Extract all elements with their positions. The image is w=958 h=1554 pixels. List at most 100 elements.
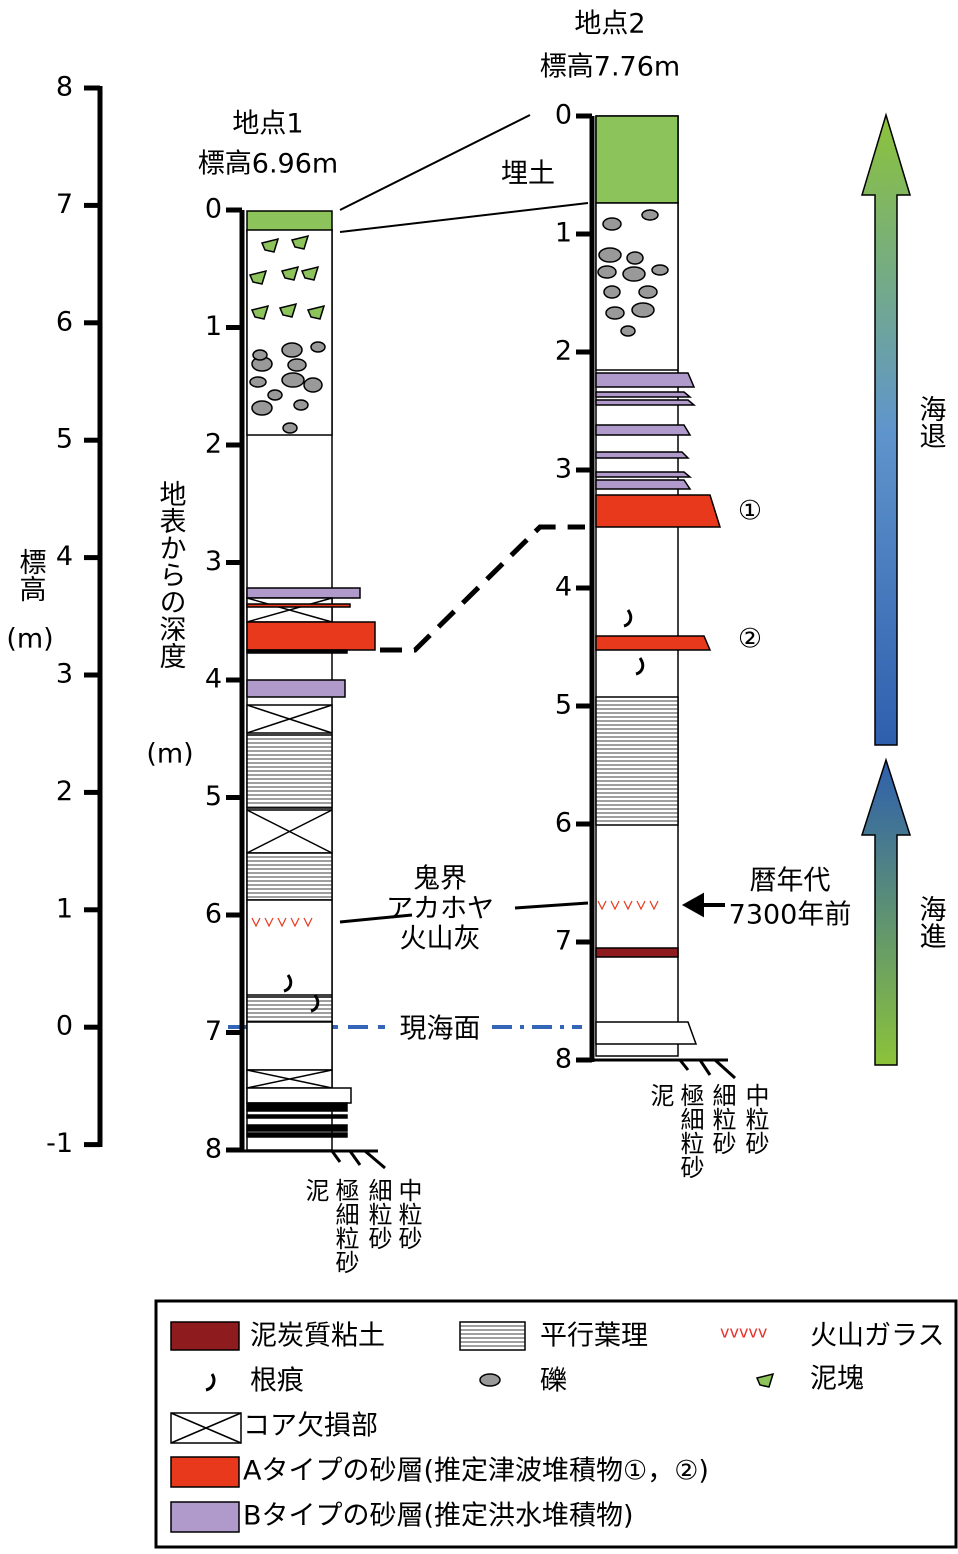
grain-size-label: 中粒砂 [394,1178,422,1250]
legend-swatch [171,1502,239,1532]
legend-label: 泥炭質粘土 [250,1321,385,1352]
tick-label: 8 [205,1134,222,1165]
tick-label: 3 [205,546,222,577]
legend-symbol: vvvvv [720,1323,767,1342]
sand-layer [596,373,694,387]
layer [247,1022,332,1070]
gravel [288,359,306,371]
site2-title: 地点2 [574,9,645,40]
tick-label: 0 [555,100,572,131]
gravel [304,378,322,392]
site1-elevation: 標高6.96m [198,149,338,180]
sea-level-label: 現海面 [400,1014,481,1045]
tick-label: 5 [205,781,222,812]
gravel [632,303,654,317]
grain-size-label: 細粒砂 [364,1178,392,1250]
tick-label: 0 [56,1011,73,1042]
regression-arrow [862,115,910,745]
gravel [480,1374,500,1386]
fill-layer [596,116,678,203]
legend-label: 平行葉理 [540,1321,648,1352]
gravel [283,423,297,433]
layer [247,680,345,697]
tick-label: 0 [205,194,222,225]
peat-layer [247,1125,347,1131]
peat-layer [247,1133,347,1137]
legend-label: Aタイプの砂層(推定津波堆積物①，②) [243,1456,709,1487]
peat-layer [247,1103,347,1111]
tsunami-marker: ① [738,496,762,527]
depth-label: 地表からの深度 [155,480,187,669]
gravel [268,390,282,400]
sand-layer [596,636,710,650]
gravel [603,218,621,230]
gravel [623,267,645,281]
gravel [598,266,616,278]
tick-label: 7 [56,189,73,220]
sand-layer [596,495,720,527]
grain-scale [576,1060,735,1078]
legend-label: 火山ガラス [810,1321,944,1352]
tsunami-marker: ② [738,624,762,655]
ash-label: 火山灰 [400,924,481,955]
tick-label: 2 [555,336,572,367]
sand-layer [596,1022,696,1044]
sand-layer [596,392,690,397]
peat-layer [247,1115,347,1118]
gravel [642,210,658,220]
gravel [294,400,308,410]
grain-size-label: 泥 [301,1178,329,1202]
gravel [627,252,643,264]
layer [247,650,347,653]
tick-label: 4 [56,541,73,572]
legend-swatch [171,1457,239,1487]
legend-label: 泥塊 [810,1364,864,1395]
tick-label: 4 [555,572,572,603]
gravel [652,265,668,275]
age-label: 7300年前 [729,900,852,931]
tick-label: 2 [205,429,222,460]
gravel [639,286,657,298]
legend-label: 根痕 [250,1366,304,1397]
figure: 地点1 標高6.96m 地点2 標高7.76m 標高 (m) 地表からの深度 (… [0,0,958,1550]
gravel [599,248,621,262]
grain-size-label: 極細粒砂 [331,1178,359,1274]
lamination [247,735,332,808]
tick-label: 8 [56,72,73,103]
gravel [282,373,304,387]
connector [515,903,588,908]
ash-label: アカホヤ [386,894,494,925]
grain-size-label: 細粒砂 [708,1083,736,1155]
peat-layer [596,948,678,957]
site1-title: 地点1 [232,109,303,140]
sand-layer [596,425,690,435]
depth-unit: (m) [146,739,193,770]
legend-label: 礫 [540,1366,567,1397]
gravel [250,377,266,387]
tick-label: 5 [56,424,73,455]
transgression-arrow [862,760,910,1065]
tick-label: 3 [555,454,572,485]
tick-label: 1 [56,893,73,924]
gravel [253,350,267,360]
layer [247,588,360,598]
site2-elevation: 標高7.76m [540,52,680,83]
gravel [621,326,635,336]
pointer-arrow [686,896,725,914]
tick-label: -1 [46,1128,73,1159]
gravel [606,307,624,319]
sand-layer [596,472,690,477]
gravel [604,286,620,298]
tick-label: 4 [205,664,222,695]
grain-size-label: 極細粒砂 [676,1083,704,1179]
elevation-label: 標高 [15,548,47,602]
layer [247,622,375,650]
connector [340,203,588,232]
layer [247,1088,351,1103]
gravel [252,401,272,415]
legend-swatch [171,1322,239,1350]
grain-size-label: 中粒砂 [741,1083,769,1155]
tick-label: 7 [555,926,572,957]
ash-label: 鬼界 [413,864,467,895]
transgression-label: 海進 [915,895,946,949]
